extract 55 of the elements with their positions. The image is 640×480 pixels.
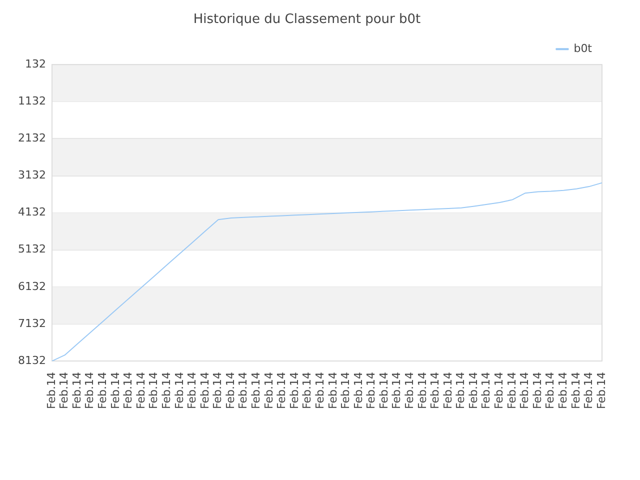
x-tick-label: Feb.14 [236, 372, 250, 410]
y-tick-label: 3132 [18, 168, 46, 182]
y-tick-label: 7132 [18, 316, 46, 330]
x-tick-label: Feb.14 [544, 372, 557, 410]
y-tick-label: 8132 [18, 354, 46, 367]
x-tick-label: Feb.14 [518, 372, 532, 410]
y-tick-label: 2132 [18, 132, 46, 145]
x-tick-label: Feb.14 [96, 372, 110, 410]
x-tick-label: Feb.14 [454, 372, 468, 410]
legend-label: b0t [574, 42, 593, 55]
x-tick-label: Feb.14 [134, 372, 148, 410]
x-tick-label: Feb.14 [466, 372, 480, 410]
x-tick-label: Feb.14 [211, 372, 224, 410]
x-tick-label: Feb.14 [172, 372, 186, 410]
x-tick-label: Feb.14 [186, 372, 199, 410]
x-tick-label: Feb.14 [530, 372, 544, 410]
x-tick-label: Feb.14 [326, 372, 340, 410]
y-tick-label: 5132 [18, 242, 46, 256]
x-tick-label: Feb.14 [250, 372, 263, 410]
x-tick-label: Feb.14 [505, 372, 518, 410]
x-tick-label: Feb.14 [416, 372, 429, 410]
x-tick-label: Feb.14 [569, 372, 582, 410]
x-tick-label: Feb.14 [262, 372, 276, 410]
x-tick-label: Feb.14 [58, 372, 71, 410]
x-tick-label: Feb.14 [160, 372, 173, 410]
x-tick-label: Feb.14 [390, 372, 404, 410]
y-tick-label: 4132 [18, 206, 46, 219]
x-tick-label: Feb.14 [300, 372, 314, 410]
x-tick-label: Feb.14 [364, 372, 378, 410]
x-tick-label: Feb.14 [594, 372, 608, 410]
y-tick-label: 6132 [18, 280, 46, 293]
x-tick-label: Feb.14 [480, 372, 493, 410]
x-tick-label: Feb.14 [224, 372, 237, 410]
x-tick-label: Feb.14 [108, 372, 122, 410]
x-tick-label: Feb.14 [402, 372, 416, 410]
x-tick-label: Feb.14 [492, 372, 506, 410]
x-tick-label: Feb.14 [441, 372, 454, 410]
x-tick-label: Feb.14 [147, 372, 160, 410]
x-tick-label: Feb.14 [70, 372, 84, 410]
x-tick-label: Feb.14 [582, 372, 596, 410]
x-tick-label: Feb.14 [288, 372, 301, 410]
x-tick-label: Feb.14 [428, 372, 442, 410]
x-tick-label: Feb.14 [275, 372, 288, 410]
x-tick-label: Feb.14 [198, 372, 212, 410]
x-tick-label: Feb.14 [44, 372, 58, 410]
x-tick-label: Feb.14 [377, 372, 390, 410]
x-tick-label: Feb.14 [339, 372, 352, 410]
x-tick-label: Feb.14 [352, 372, 365, 410]
y-tick-label: 1132 [18, 94, 46, 108]
x-tick-label: Feb.14 [83, 372, 96, 410]
x-tick-label: Feb.14 [313, 372, 326, 410]
x-tick-label: Feb.14 [122, 372, 135, 410]
chart-title: Historique du Classement pour b0t [193, 12, 421, 28]
y-tick-label: 132 [24, 57, 46, 70]
x-tick-label: Feb.14 [556, 372, 570, 410]
